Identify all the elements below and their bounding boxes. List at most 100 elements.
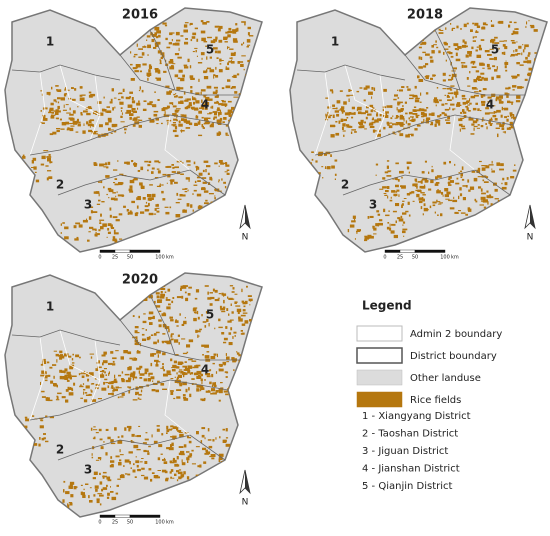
scale-label: 0	[98, 255, 101, 261]
rice-patch	[174, 473, 177, 476]
rice-patch	[120, 110, 123, 112]
rice-patch	[87, 378, 89, 382]
rice-patch	[78, 374, 81, 376]
rice-patch	[224, 162, 228, 165]
rice-patch	[135, 391, 139, 395]
rice-patch	[217, 107, 219, 110]
rice-patch	[89, 487, 92, 489]
rice-patch	[158, 444, 163, 448]
north-label: N	[527, 233, 534, 243]
rice-patch	[194, 180, 197, 183]
rice-patch	[56, 395, 59, 397]
rice-patch	[112, 192, 116, 194]
rice-patch	[408, 133, 412, 135]
rice-patch	[482, 200, 487, 203]
rice-patch	[503, 51, 506, 55]
rice-patch	[66, 380, 70, 382]
rice-patch	[342, 126, 344, 130]
rice-patch	[93, 191, 97, 194]
rice-patch	[147, 378, 151, 382]
rice-patch	[148, 445, 151, 448]
rice-patch	[157, 299, 162, 303]
rice-patch	[225, 326, 228, 329]
rice-patch	[351, 106, 355, 110]
rice-patch	[183, 374, 185, 378]
rice-patch	[198, 374, 201, 377]
rice-patch	[170, 425, 174, 428]
rice-patch	[416, 31, 420, 36]
rice-patch	[204, 107, 208, 110]
rice-patch	[335, 132, 340, 136]
rice-patch	[462, 101, 467, 105]
rice-patch	[143, 476, 149, 480]
legend-swatch	[356, 347, 403, 364]
rice-patch	[89, 372, 94, 376]
rice-patch	[101, 354, 106, 357]
rice-patch	[125, 96, 131, 100]
rice-patch	[489, 118, 493, 121]
rice-patch	[85, 385, 90, 389]
rice-patch	[132, 376, 137, 378]
rice-patch	[204, 121, 210, 125]
rice-patch	[474, 91, 479, 93]
rice-patch	[197, 176, 201, 179]
rice-patch	[458, 118, 463, 122]
rice-patch	[450, 103, 455, 106]
rice-patch	[149, 197, 154, 200]
rice-patch	[183, 64, 188, 67]
rice-patch	[492, 114, 497, 118]
rice-patch	[387, 170, 392, 172]
rice-patch	[512, 75, 518, 78]
rice-patch	[203, 461, 207, 464]
rice-patch	[457, 46, 462, 49]
rice-patch	[166, 105, 170, 109]
rice-patch	[400, 185, 403, 188]
rice-patch	[446, 96, 450, 98]
rice-patch	[197, 206, 202, 209]
rice-patch	[332, 114, 335, 118]
rice-patch	[176, 378, 179, 382]
rice-patch	[148, 373, 150, 377]
rice-patch	[149, 322, 153, 325]
rice-patch	[103, 186, 105, 189]
rice-patch	[100, 180, 103, 184]
rice-patch	[390, 196, 392, 199]
rice-patch	[151, 389, 156, 392]
rice-patch	[209, 69, 215, 73]
rice-patch	[214, 299, 220, 302]
rice-patch	[83, 391, 85, 395]
rice-patch	[153, 110, 159, 113]
rice-patch	[71, 87, 74, 89]
rice-patch	[218, 131, 221, 133]
rice-patch	[492, 40, 495, 44]
rice-patch	[67, 89, 70, 91]
rice-patch	[342, 130, 346, 132]
rice-patch	[188, 339, 194, 343]
rice-patch	[159, 60, 162, 63]
rice-patch	[88, 393, 92, 396]
rice-patch	[213, 117, 215, 120]
rice-patch	[508, 24, 511, 28]
rice-patch	[164, 470, 168, 474]
rice-patch	[184, 372, 188, 375]
rice-patch	[307, 173, 309, 175]
rice-patch	[225, 85, 231, 89]
scale-segment	[99, 514, 116, 518]
rice-patch	[147, 452, 150, 455]
rice-patch	[151, 39, 155, 43]
rice-patch	[485, 199, 488, 203]
rice-patch	[39, 425, 44, 429]
rice-patch	[465, 213, 468, 216]
rice-patch	[461, 64, 464, 69]
rice-patch	[22, 167, 25, 170]
rice-patch	[184, 367, 187, 369]
rice-patch	[238, 354, 241, 357]
rice-patch	[101, 488, 104, 492]
rice-patch	[463, 65, 468, 68]
rice-patch	[64, 374, 70, 377]
rice-patch	[248, 35, 254, 37]
rice-patch	[156, 350, 161, 354]
rice-patch	[182, 194, 186, 197]
rice-patch	[110, 227, 115, 229]
rice-patch	[248, 68, 250, 71]
